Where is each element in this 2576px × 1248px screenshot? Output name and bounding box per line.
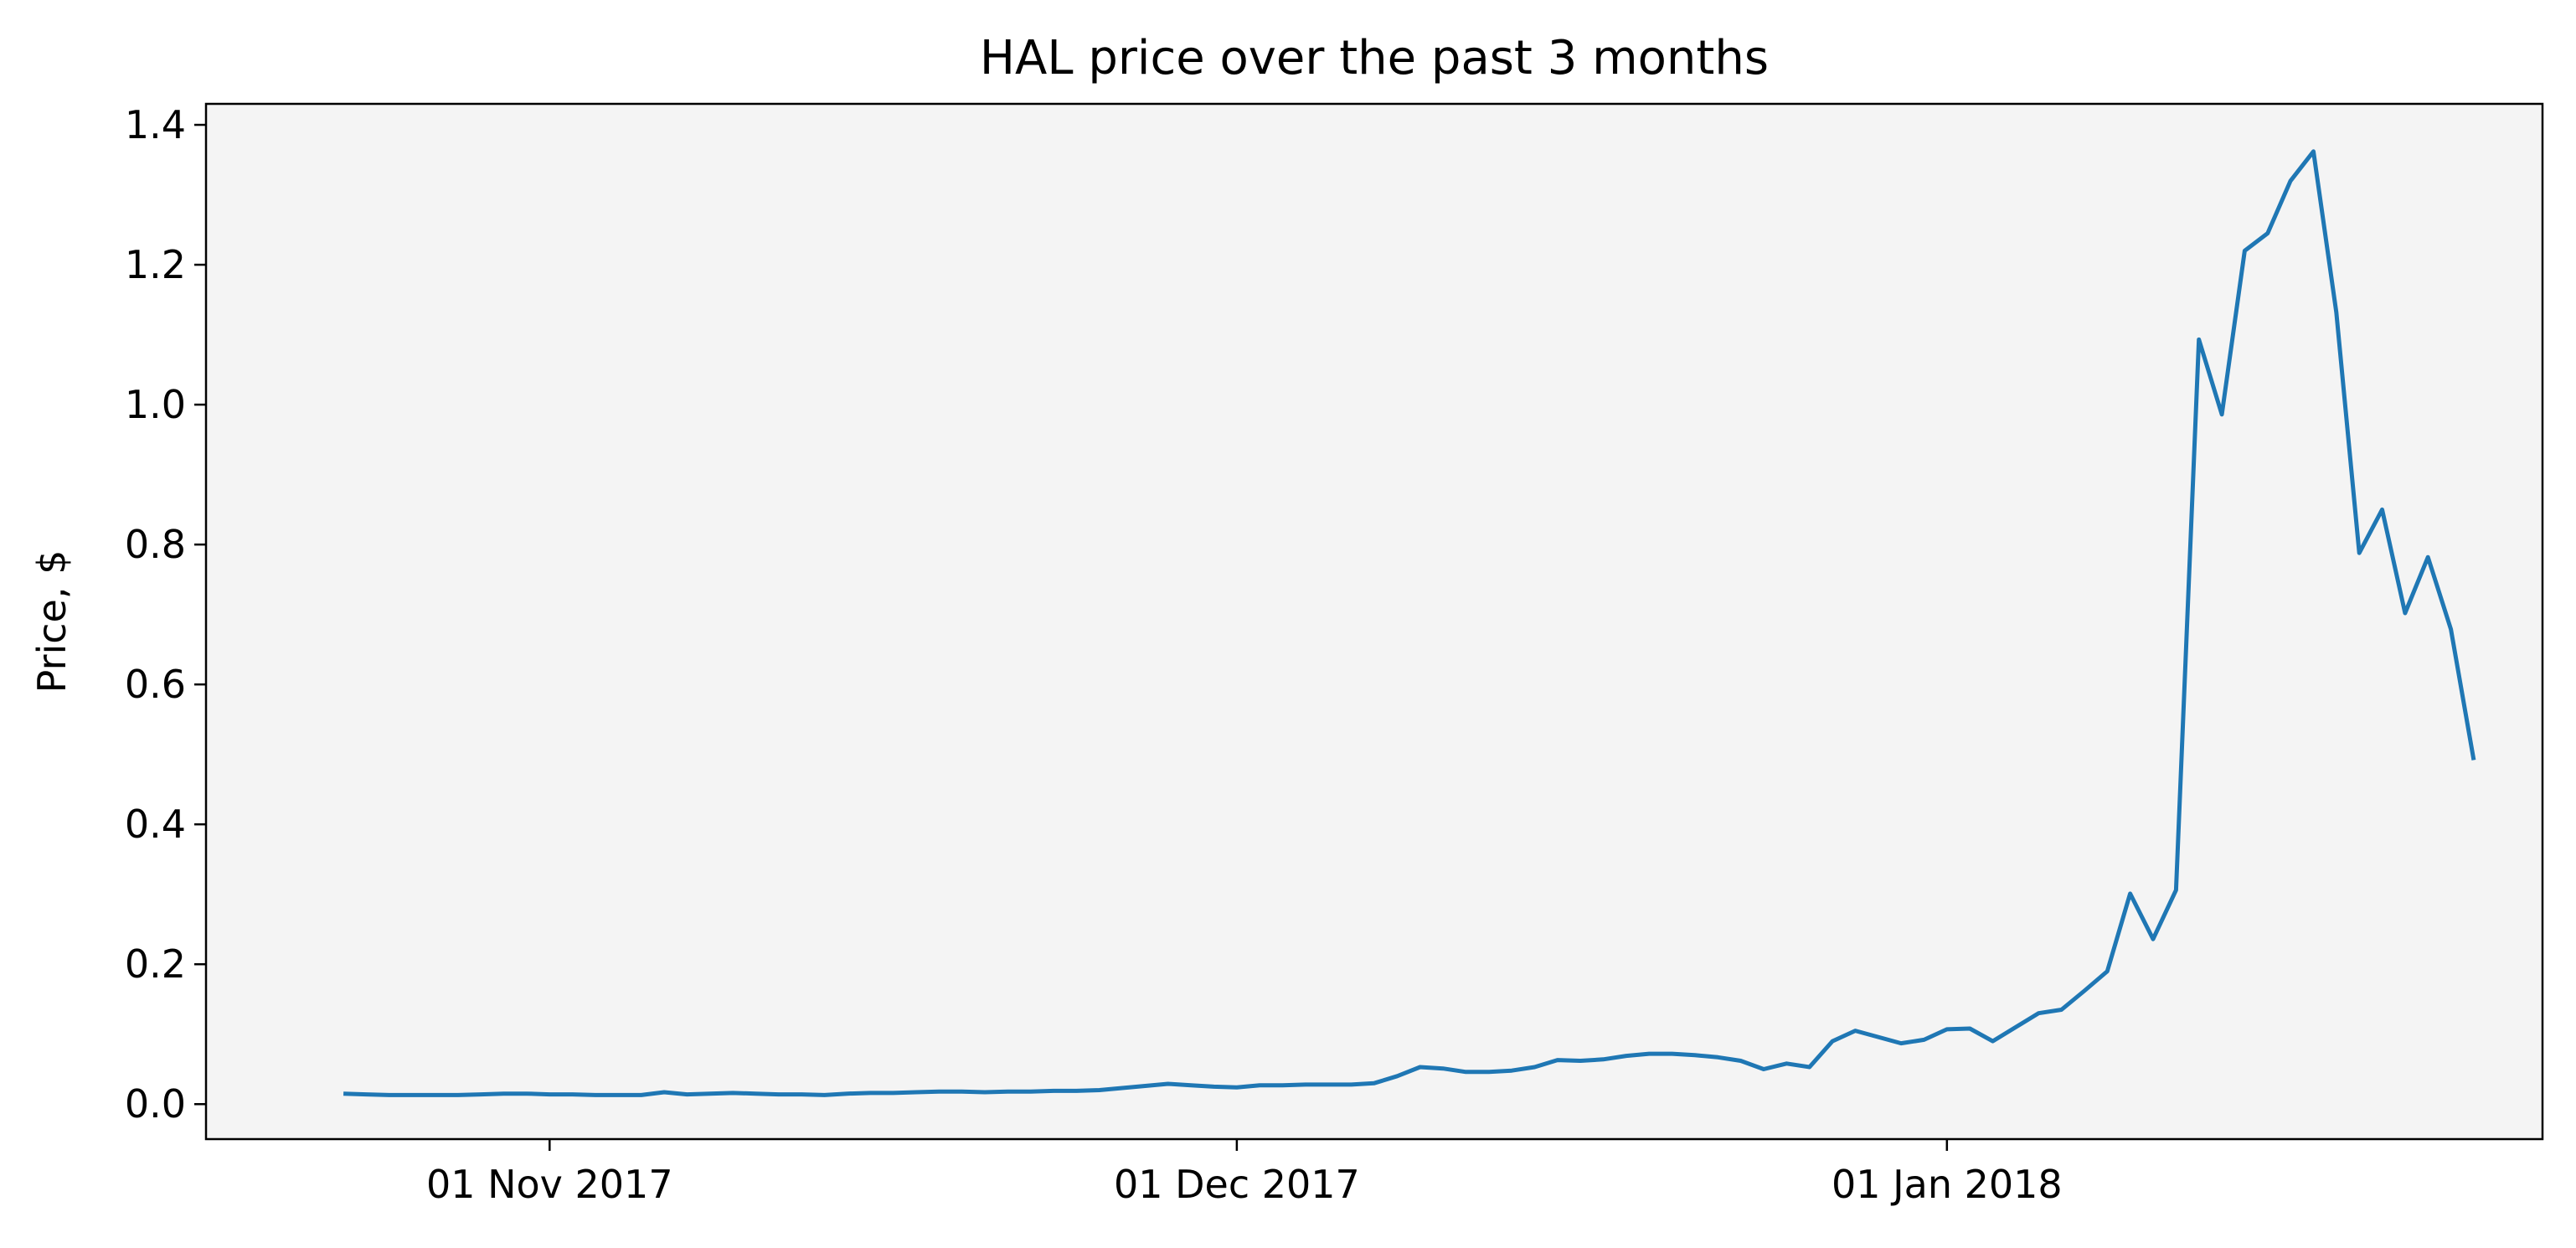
y-tick-label: 0.6 — [125, 662, 186, 707]
chart-title: HAL price over the past 3 months — [980, 31, 1769, 85]
y-tick-label: 0.8 — [125, 522, 186, 567]
plot-area — [206, 104, 2543, 1139]
y-axis-ticks: 0.0 0.2 0.4 0.6 0.8 1.0 1.2 1.4 — [125, 102, 206, 1127]
y-tick-label: 0.2 — [125, 941, 186, 987]
y-tick-label: 1.4 — [125, 102, 186, 147]
price-series-line — [343, 149, 2476, 1097]
x-tick-label: 01 Dec 2017 — [1114, 1162, 1360, 1207]
y-axis-label: Price, $ — [29, 550, 75, 694]
y-tick-label: 0.4 — [125, 802, 186, 847]
y-tick-label: 1.2 — [125, 242, 186, 287]
x-axis-ticks: 01 Nov 2017 01 Dec 2017 01 Jan 2018 — [426, 1139, 2063, 1207]
y-tick-label: 1.0 — [125, 382, 186, 427]
plot-frame — [204, 102, 2544, 1141]
x-tick-label: 01 Jan 2018 — [1832, 1162, 2063, 1207]
x-tick-label: 01 Nov 2017 — [426, 1162, 673, 1207]
y-tick-label: 0.0 — [125, 1081, 186, 1127]
